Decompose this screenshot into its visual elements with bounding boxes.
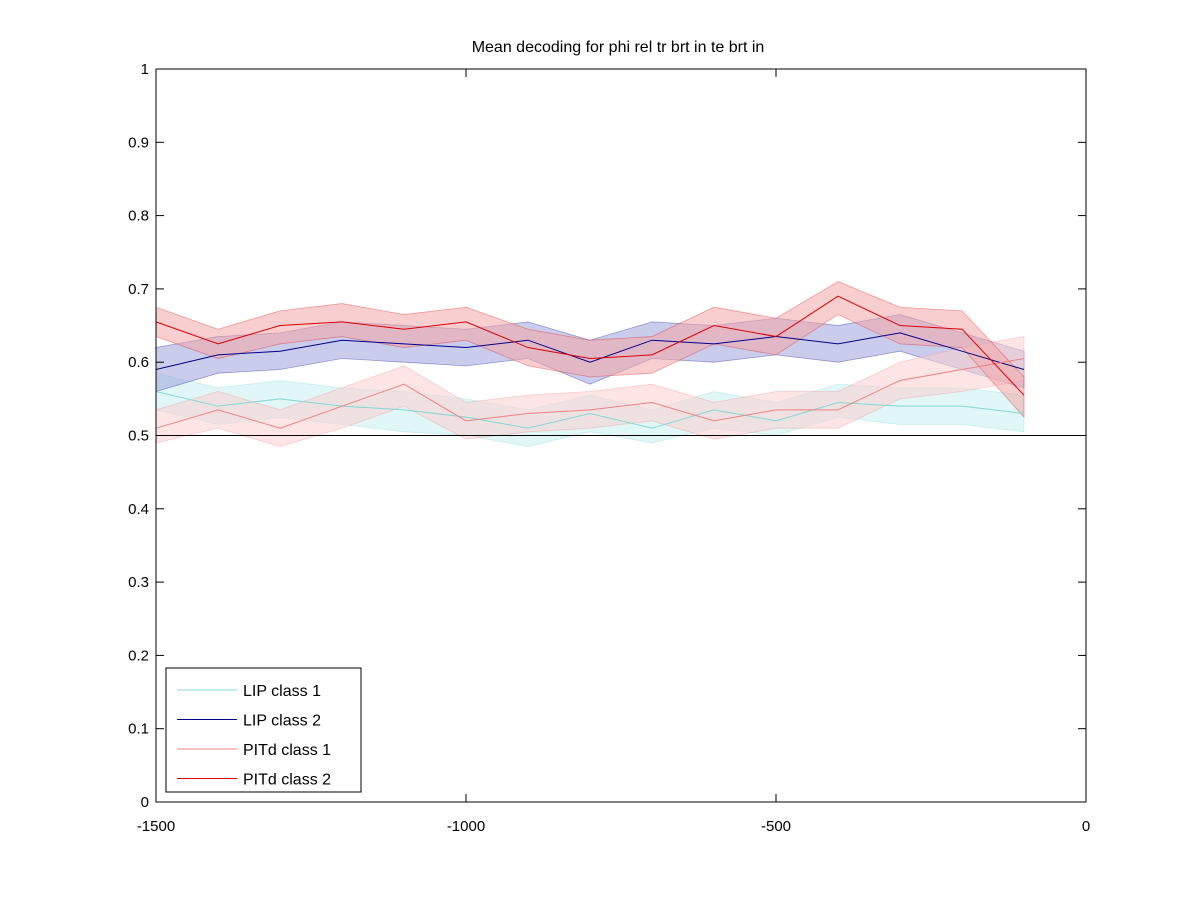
legend-label: PITd class 1: [243, 742, 331, 759]
y-tick-label: 0.7: [128, 281, 149, 298]
x-tick-label: -1500: [137, 818, 175, 835]
x-tick-label: -500: [761, 818, 791, 835]
y-tick-label: 1: [141, 61, 149, 78]
x-tick-label: 0: [1082, 818, 1090, 835]
y-tick-label: 0.6: [128, 354, 149, 371]
y-tick-label: 0.3: [128, 574, 149, 591]
series-points-3: [155, 296, 1025, 396]
legend: LIP class 1 LIP class 2 PITd class 1 PITd c…: [165, 667, 362, 793]
y-tick-label: 0.5: [128, 428, 149, 445]
series-lines: [155, 295, 1025, 429]
band-3: [155, 281, 1025, 419]
y-tick-label: 0.1: [128, 721, 149, 738]
y-axis: 0 0.1 0.2 0.3 0.4 0.5 0.6 0.7 0.8 0.9 1: [128, 61, 1086, 811]
y-tick-label: 0: [141, 794, 149, 811]
y-tick-label: 0.9: [128, 134, 149, 151]
y-tick-label: 0.4: [128, 501, 149, 518]
legend-box: [165, 667, 362, 793]
y-tick-label: 0.8: [128, 208, 149, 225]
legend-label: LIP class 2: [243, 713, 321, 730]
y-tick-label: 0.2: [128, 647, 149, 664]
legend-label: PITd class 2: [243, 772, 331, 789]
chart-title: Mean decoding for phi rel tr brt in te b…: [472, 39, 765, 56]
legend-label: LIP class 1: [243, 683, 321, 700]
x-tick-label: -1000: [447, 818, 485, 835]
x-axis: -1500 -1000 -500 0: [137, 69, 1090, 835]
